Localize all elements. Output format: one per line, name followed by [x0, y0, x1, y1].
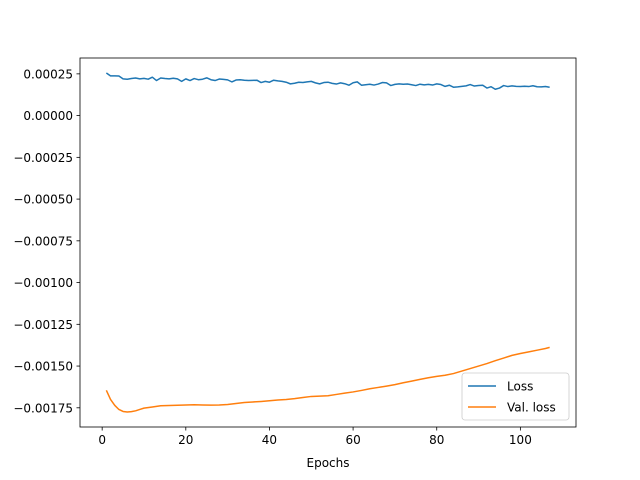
legend-box [461, 372, 570, 421]
x-tick-label: 20 [178, 433, 193, 447]
x-axis-ticks: 0 20 40 60 80 100 [98, 427, 532, 447]
y-tick-label: −0.00150 [13, 360, 73, 374]
legend-label-0: Loss [507, 380, 533, 394]
y-tick-label: −0.00100 [13, 276, 73, 290]
legend-label-1: Val. loss [507, 401, 556, 415]
series-line-1 [105, 346, 550, 413]
y-tick-label: −0.00125 [13, 318, 73, 332]
x-tick-label: 60 [345, 433, 360, 447]
x-axis-label: Epochs [307, 456, 350, 470]
y-tick-label: −0.00025 [13, 151, 73, 165]
x-tick-label: 40 [262, 433, 277, 447]
x-tick-label: 0 [98, 433, 106, 447]
legend: Loss Val. loss [461, 372, 570, 421]
x-tick-label: 80 [429, 433, 444, 447]
x-tick-label: 100 [509, 433, 532, 447]
y-tick-label: −0.00050 [13, 193, 73, 207]
y-tick-label: −0.00175 [13, 401, 73, 415]
plot-area [79, 57, 577, 428]
axes-frame [79, 57, 577, 428]
y-tick-label: 0.00025 [23, 67, 73, 81]
y-axis-ticks: 0.00025 0.00000 −0.00025 −0.00050 −0.00075 −0… [13, 67, 80, 415]
y-tick-label: 0.00000 [23, 109, 73, 123]
y-tick-label: −0.00075 [13, 234, 73, 248]
series-line-0 [105, 72, 550, 90]
